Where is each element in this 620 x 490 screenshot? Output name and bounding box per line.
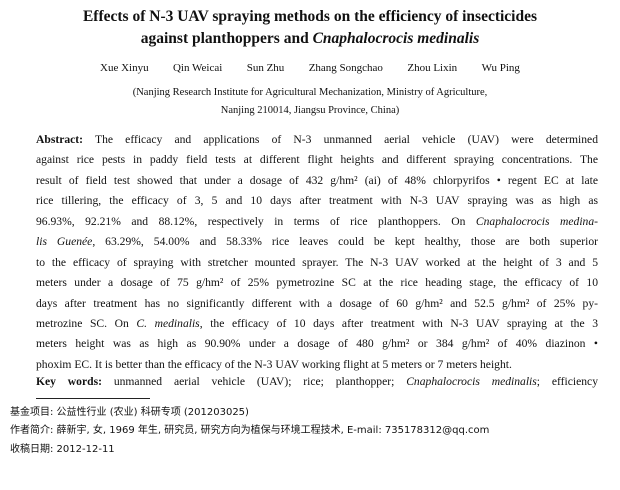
text: , 63.29%, 54.00% and 58.33% rice leaves … (92, 235, 598, 248)
abstract-line: metrozine SC. On C. medinalis, the effic… (36, 317, 598, 330)
abstract-line: rice tillering, the efficacy of 3, 5 and… (36, 194, 598, 207)
text: metrozine SC. On (36, 317, 129, 330)
footnote: 作者简介: 薛新宇, 女, 1969 年生, 研究员, 研究方向为植保与环境工程… (10, 425, 490, 436)
affiliation: (Nanjing Research Institute for Agricult… (132, 87, 488, 98)
keywords-label: Key words: (36, 375, 102, 388)
keywords-line: Key words: unmanned aerial vehicle (UAV)… (36, 375, 598, 388)
title-line: against planthoppers and Cnaphalocrocis … (0, 30, 620, 48)
abstract-line: phoxim EC. It is better than the efficac… (36, 358, 512, 371)
text: The efficacy and applications of N-3 unm… (94, 133, 598, 146)
author: Wu Ping (481, 62, 520, 74)
abstract-label: Abstract: (36, 133, 84, 146)
abstract-line: against rice pests in paddy field tests … (36, 153, 598, 166)
author: Zhou Lixin (407, 62, 458, 74)
title-text: against planthoppers and (140, 30, 309, 47)
abstract-line: to the efficacy of spraying with stretch… (36, 256, 598, 269)
abstract-line: 96.93%, 92.21% and 88.12%, respectively … (36, 215, 598, 228)
abstract-line: result of field test showed that under a… (36, 174, 598, 187)
affiliation: Nanjing 210014, Jiangsu Province, China) (220, 105, 400, 116)
text: 96.93%, 92.21% and 88.12%, respectively … (36, 215, 466, 228)
text: , the efficacy of 10 days after treatmen… (199, 317, 598, 330)
abstract-line: lis Guenée, 63.29%, 54.00% and 58.33% ri… (36, 235, 598, 248)
title-species: Cnaphalocrocis medinalis (312, 30, 480, 47)
author: Sun Zhu (246, 62, 285, 74)
author: Qin Weicai (172, 62, 223, 74)
title-line: Effects of N-3 UAV spraying methods on t… (82, 8, 538, 25)
abstract-line: meters height was as high as 90.90% unde… (36, 337, 598, 350)
text: ; efficiency (536, 375, 598, 388)
footnote: 基金项目: 公益性行业 (农业) 科研专项 (201203025) (10, 407, 249, 418)
author: Zhang Songchao (308, 62, 383, 74)
footnote: 收稿日期: 2012-12-11 (10, 444, 115, 455)
species: Cnaphalocrocis medina- (475, 215, 598, 228)
authors: Xue Xinyu Qin Weicai Sun Zhu Zhang Songc… (100, 62, 520, 74)
author: Xue Xinyu (100, 62, 149, 74)
abstract-line: days after treatment has no significantl… (36, 297, 598, 310)
text: unmanned aerial vehicle (UAV); rice; pla… (113, 375, 395, 388)
species: C. medinalis (136, 317, 200, 330)
abstract-line: Abstract: The efficacy and applications … (36, 133, 598, 146)
footnote-rule (36, 398, 150, 399)
species: lis Guenée (36, 235, 93, 248)
abstract-line: meters under a dosage of 75 g/hm² of 25%… (36, 276, 598, 289)
species: Cnaphalocrocis medinalis (406, 375, 537, 388)
